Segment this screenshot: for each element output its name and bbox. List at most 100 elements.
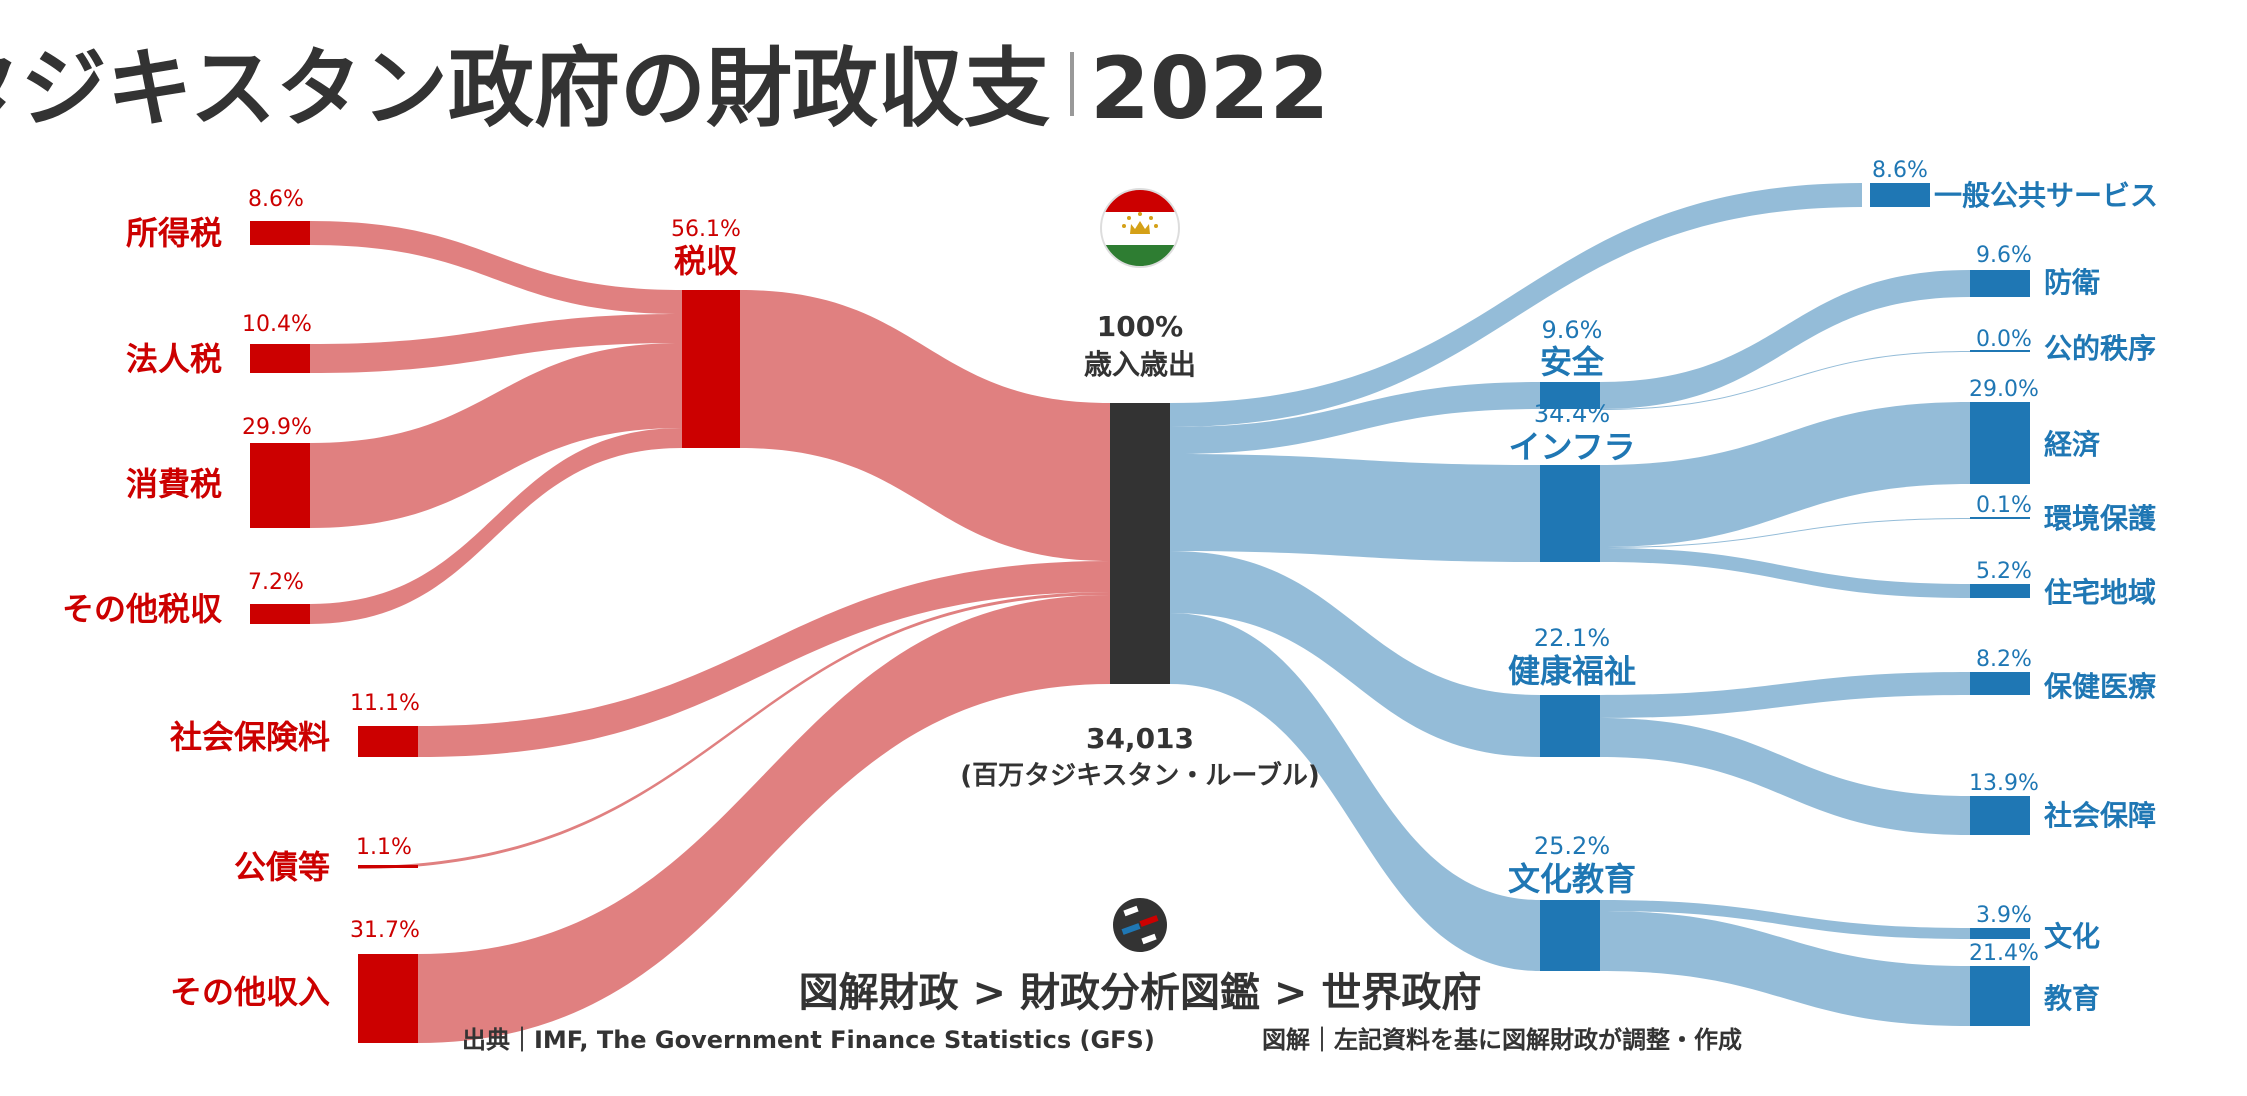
group-percent-health-welfare: 22.1% [1534, 624, 1610, 652]
flow-income-tax [310, 221, 682, 314]
tax-group-percent: 56.1% [671, 217, 741, 242]
expenditure-group-labels: 9.6% 安全 34.4% インフラ 22.1% 健康福祉 25.2% 文化教育 [1508, 316, 1636, 898]
node-other-income [358, 954, 418, 1043]
group-percent-infrastructure: 34.4% [1534, 400, 1610, 428]
node-public-order [1970, 350, 2030, 352]
node-economy [1970, 402, 2030, 484]
exp-label-education: 教育 [2044, 982, 2100, 1015]
node-culture [1970, 928, 2030, 939]
flow-layer [310, 183, 1970, 1043]
center-label: 歳入歳出 [1084, 348, 1196, 381]
flow-public-order [1600, 351, 1970, 410]
breadcrumb: 図解財政 > 財政分析図鑑 > 世界政府 [799, 970, 1482, 1016]
revenue-label-consumption-tax: 消費税 [126, 465, 222, 503]
footer-note: 図解｜左記資料を基に図解財政が調整・作成 [1262, 1026, 1742, 1054]
node-environment [1970, 517, 2030, 519]
node-other-tax [250, 604, 310, 624]
exp-percent-health: 8.2% [1976, 647, 2032, 672]
node-social-security [1970, 796, 2030, 835]
exp-percent-education: 21.4% [1969, 941, 2039, 966]
flow-tax-to-center [740, 290, 1110, 561]
center-unit: (百万タジキスタン・ルーブル) [960, 760, 1319, 791]
node-social-insurance [358, 726, 418, 757]
node-public-debt [358, 865, 418, 868]
group-percent-culture-education: 25.2% [1534, 832, 1610, 860]
flow-consumption-tax [310, 343, 682, 528]
node-housing [1970, 584, 2030, 598]
footer-source: 出典｜IMF, The Government Finance Statistic… [462, 1026, 1155, 1054]
exp-label-housing: 住宅地域 [2044, 576, 2156, 609]
flow-social-security [1600, 718, 1970, 835]
flow-center-infra [1170, 454, 1540, 562]
revenue-label-other-income: その他収入 [170, 973, 330, 1011]
exp-percent-housing: 5.2% [1976, 559, 2032, 584]
revenue-percent-social-insurance: 11.1% [350, 691, 420, 716]
exp-label-public-order: 公的秩序 [2044, 332, 2156, 365]
group-label-infrastructure: インフラ [1508, 428, 1635, 466]
node-health [1970, 672, 2030, 695]
node-education [1970, 966, 2030, 1026]
exp-label-culture: 文化 [2044, 920, 2100, 953]
revenue-percent-income-tax: 8.6% [248, 187, 304, 212]
title-year: 2022 [1090, 39, 1329, 139]
tajikistan-flag-icon [1100, 188, 1180, 268]
flow-other-income [418, 595, 1110, 1043]
title-separator [1070, 52, 1074, 116]
flow-social-insurance [418, 561, 1110, 757]
group-percent-security: 9.6% [1542, 316, 1603, 344]
center-amount: 34,013 [1086, 722, 1194, 755]
group-label-culture-education: 文化教育 [1508, 860, 1636, 898]
flow-housing [1600, 548, 1970, 598]
exp-label-health: 保健医療 [2044, 670, 2157, 703]
center-percent: 100% [1097, 310, 1184, 343]
exp-percent-culture: 3.9% [1976, 903, 2032, 928]
flow-environment [1600, 518, 1970, 548]
exp-percent-general-public: 8.6% [1872, 158, 1928, 183]
flow-culture [1600, 900, 1970, 939]
flow-center-culture [1170, 613, 1540, 971]
node-general-public [1870, 183, 1930, 207]
flow-education [1600, 911, 1970, 1026]
node-layer [250, 183, 2030, 1043]
exp-label-environment: 環境保護 [2044, 502, 2157, 535]
exp-label-general-public: 一般公共サービス [1934, 179, 2158, 212]
node-group-culture [1540, 900, 1600, 971]
zukai-zaisei-logo-icon [1113, 898, 1167, 952]
exp-label-economy: 経済 [2044, 428, 2101, 461]
exp-percent-environment: 0.1% [1976, 493, 2032, 518]
group-label-health-welfare: 健康福祉 [1508, 652, 1636, 690]
node-defense [1970, 270, 2030, 297]
exp-percent-public-order: 0.0% [1976, 327, 2032, 352]
revenue-percent-public-debt: 1.1% [356, 835, 412, 860]
exp-percent-social-security: 13.9% [1969, 771, 2039, 796]
revenue-label-other-tax: その他税収 [62, 590, 222, 628]
exp-label-social-security: 社会保障 [2044, 799, 2156, 832]
node-group-security [1540, 382, 1600, 409]
node-center [1110, 403, 1170, 684]
flow-center-security [1170, 382, 1540, 454]
revenue-percent-other-tax: 7.2% [248, 570, 304, 595]
page-title: タジキスタン政府の財政収支 [0, 39, 1050, 139]
revenue-label-social-insurance: 社会保険料 [170, 718, 330, 756]
revenue-percent-consumption-tax: 29.9% [242, 415, 312, 440]
node-group-infra [1540, 465, 1600, 562]
node-group-health [1540, 695, 1600, 757]
flow-economy [1600, 402, 1970, 547]
node-income-tax [250, 221, 310, 245]
revenue-label-public-debt: 公債等 [234, 848, 330, 886]
revenue-percent-corporate-tax: 10.4% [242, 312, 312, 337]
flow-defense [1600, 270, 1970, 409]
node-corporate-tax [250, 344, 310, 373]
tax-group-label: 税収 [674, 242, 738, 280]
revenue-labels: 所得税 8.6% 法人税 10.4% 消費税 29.9% その他税収 7.2% … [62, 187, 420, 1011]
exp-label-defense: 防衛 [2044, 266, 2100, 299]
revenue-percent-other-income: 31.7% [350, 918, 420, 943]
node-consumption-tax [250, 443, 310, 528]
flow-other-tax [310, 428, 682, 624]
flow-center-health [1170, 551, 1540, 757]
expenditure-labels: 8.6% 一般公共サービス 9.6% 防衛 0.0% 公的秩序 29.0% 経済… [1872, 158, 2158, 1015]
flow-general-public [1170, 183, 1862, 427]
revenue-label-income-tax: 所得税 [126, 214, 222, 252]
flow-corporate-tax [310, 314, 682, 373]
